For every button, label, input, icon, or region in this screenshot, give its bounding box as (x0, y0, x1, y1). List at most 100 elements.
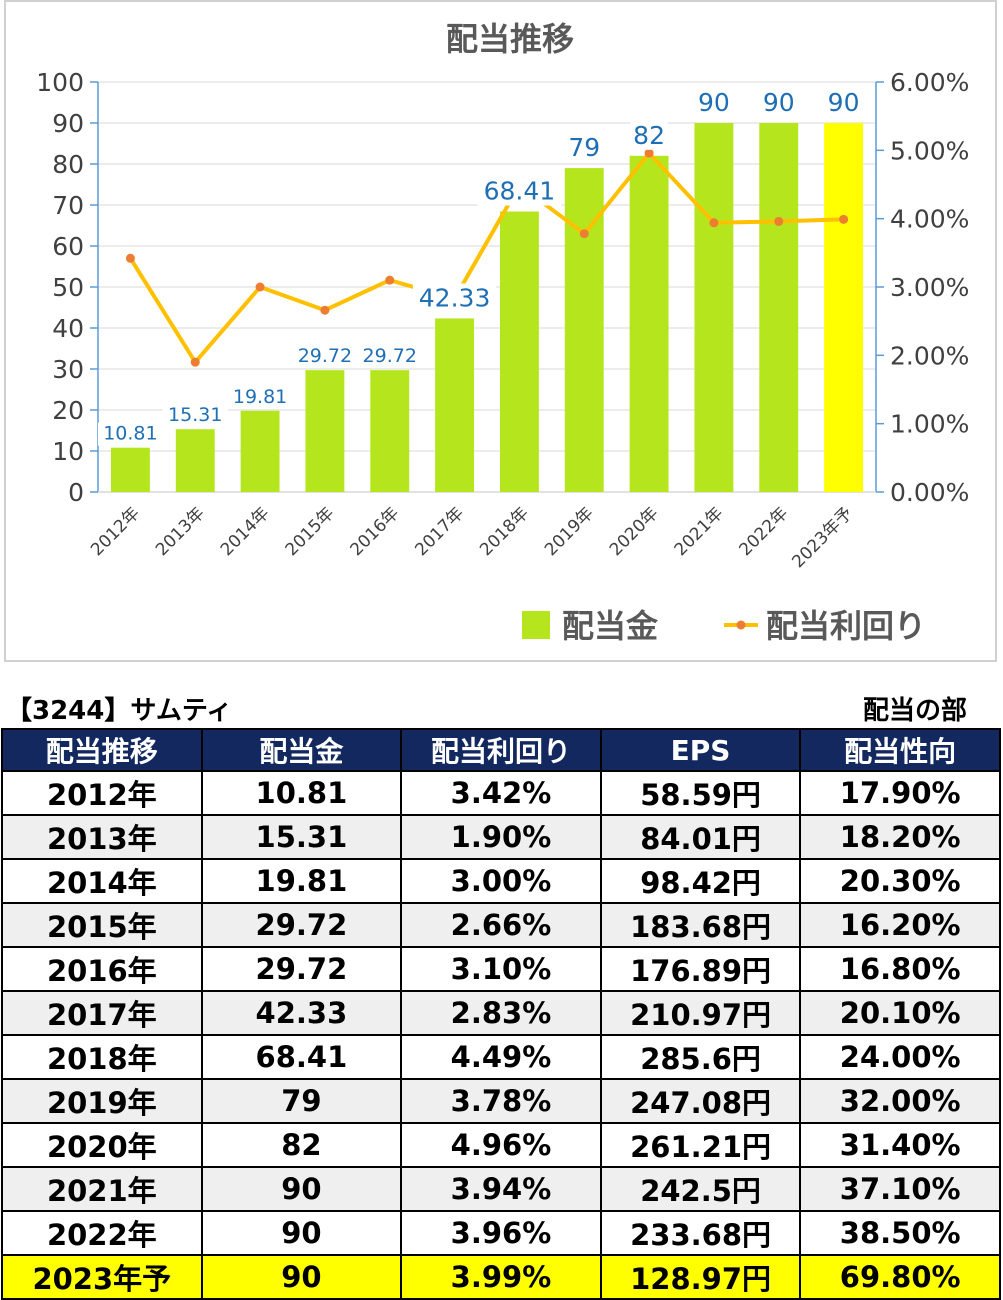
data-label: 90 (698, 88, 730, 117)
table-cell: 18.20% (799, 814, 1001, 860)
table-cell: 4.96% (400, 1122, 602, 1168)
bar (175, 429, 215, 492)
data-label: 79 (568, 133, 600, 162)
data-label-bg (477, 176, 562, 206)
yield-marker (839, 214, 849, 224)
table-row: 2015年 29.72 2.66% 183.68円 16.20% (1, 902, 1001, 948)
data-label-bg (565, 133, 603, 163)
bar (759, 123, 799, 492)
chart-title: 配当推移 (446, 20, 574, 58)
data-label-bg (760, 88, 798, 117)
yield-marker (320, 305, 330, 315)
table-cell: 3.96% (400, 1210, 602, 1256)
yield-marker (579, 229, 589, 239)
table-row: 2023年予 90 3.99% 128.97円 69.80% (1, 1254, 1001, 1300)
yield-marker (644, 148, 654, 158)
table-cell: 2017年 (1, 990, 203, 1036)
dividend-chart: 配当推移 0 10 20 30 40 50 60 70 80 90 100 0.00% 1.00% 2.00… (36, 20, 969, 645)
table-cell: 24.00% (799, 1034, 1001, 1080)
data-label-bg (695, 88, 733, 117)
y-tick-label: 10 (52, 437, 84, 466)
chart-panel: 配当推移 0 10 20 30 40 50 60 70 80 90 100 0.00% 1.00% 2.00… (4, 0, 997, 662)
header-cell: 配当性向 (799, 728, 1001, 772)
legend-bar-swatch (522, 611, 550, 639)
table-cell: 58.59円 (599, 770, 802, 816)
table-row: 2018年 68.41 4.49% 285.6円 24.00% (1, 1034, 1001, 1080)
table-cell: 2013年 (1, 814, 203, 860)
bar (629, 155, 669, 493)
x-tick-label: 2019年 (541, 503, 598, 560)
table-row: 2014年 19.81 3.00% 98.42円 20.30% (1, 858, 1001, 904)
legend-line-marker (736, 620, 746, 630)
data-label: 68.41 (484, 177, 556, 206)
legend-line-label: 配当利回り (766, 607, 926, 645)
table-cell: 17.90% (799, 770, 1001, 816)
y-tick-label: 30 (52, 355, 84, 384)
table-row: 2019年 79 3.78% 247.08円 32.00% (1, 1078, 1001, 1124)
bar (305, 370, 345, 492)
table-cell: 82 (200, 1122, 403, 1168)
x-tick-label: 2014年 (217, 503, 274, 560)
x-tick-label: 2021年 (671, 503, 728, 560)
table-cell: 3.00% (400, 858, 602, 904)
x-tick-label: 2012年 (87, 503, 144, 560)
x-tick-label: 2013年 (152, 503, 209, 560)
x-tick-label: 2017年 (411, 503, 468, 560)
x-tick-label: 2023年予 (788, 503, 857, 572)
bar (110, 447, 150, 492)
data-label: 19.81 (233, 386, 287, 408)
table-row: 2017年 42.33 2.83% 210.97円 20.10% (1, 990, 1001, 1036)
data-label: 42.33 (419, 283, 491, 312)
data-label-bg (825, 88, 863, 117)
table-cell: 2020年 (1, 1122, 203, 1168)
table-cell: 37.10% (799, 1166, 1001, 1212)
x-tick-label: 2018年 (476, 503, 533, 560)
table-cell: 2014年 (1, 858, 203, 904)
table-cell: 3.42% (400, 770, 602, 816)
bar (370, 370, 410, 492)
table-cell: 90 (200, 1166, 403, 1212)
table-cell: 183.68円 (599, 902, 802, 948)
table-cell: 20.10% (799, 990, 1001, 1036)
data-label-bg (357, 345, 423, 369)
dividend-table: 配当推移 配当金 配当利回り EPS 配当性向 2012年 10.81 3.42% 5… (1, 728, 1001, 1300)
table-row: 2021年 90 3.94% 242.5円 37.10% (1, 1166, 1001, 1212)
table-cell: 2.83% (400, 990, 602, 1036)
data-label: 10.81 (103, 423, 157, 445)
header-cell: 配当金 (200, 728, 403, 772)
y2-tick-label: 1.00% (890, 410, 969, 439)
table-cell: 3.99% (400, 1254, 602, 1300)
table-cell: 20.30% (799, 858, 1001, 904)
data-label: 15.31 (168, 404, 222, 426)
table-cell: 2012年 (1, 770, 203, 816)
company-name: 【3244】サムティ (6, 696, 233, 726)
table-cell: 19.81 (200, 858, 403, 904)
y-tick-label: 100 (36, 68, 84, 97)
y2-tick-label: 5.00% (890, 136, 969, 165)
table-cell: 285.6円 (599, 1034, 802, 1080)
table-cell: 29.72 (200, 946, 403, 992)
header-cell: EPS (599, 728, 802, 772)
table-cell: 3.10% (400, 946, 602, 992)
header-cell: 配当推移 (1, 728, 203, 772)
table-cell: 98.42円 (599, 858, 802, 904)
table-cell: 233.68円 (599, 1210, 802, 1256)
table-cell: 3.94% (400, 1166, 602, 1212)
table-cell: 1.90% (400, 814, 602, 860)
x-tick-label: 2020年 (606, 503, 663, 560)
table-cell: 2022年 (1, 1210, 203, 1256)
table-cell: 128.97円 (599, 1254, 802, 1300)
bar (240, 410, 280, 492)
y-tick-label: 0 (68, 478, 84, 507)
y-tick-label: 90 (52, 109, 84, 138)
table-cell: 176.89円 (599, 946, 802, 992)
table-cell: 2018年 (1, 1034, 203, 1080)
y-tick-label: 20 (52, 396, 84, 425)
yield-marker (190, 357, 200, 367)
yield-marker (125, 253, 135, 263)
table-row: 2012年 10.81 3.42% 58.59円 17.90% (1, 770, 1001, 816)
data-label-bg (97, 422, 163, 446)
table-cell: 38.50% (799, 1210, 1001, 1256)
data-label: 29.72 (363, 345, 417, 367)
table-row: 2020年 82 4.96% 261.21円 31.40% (1, 1122, 1001, 1168)
